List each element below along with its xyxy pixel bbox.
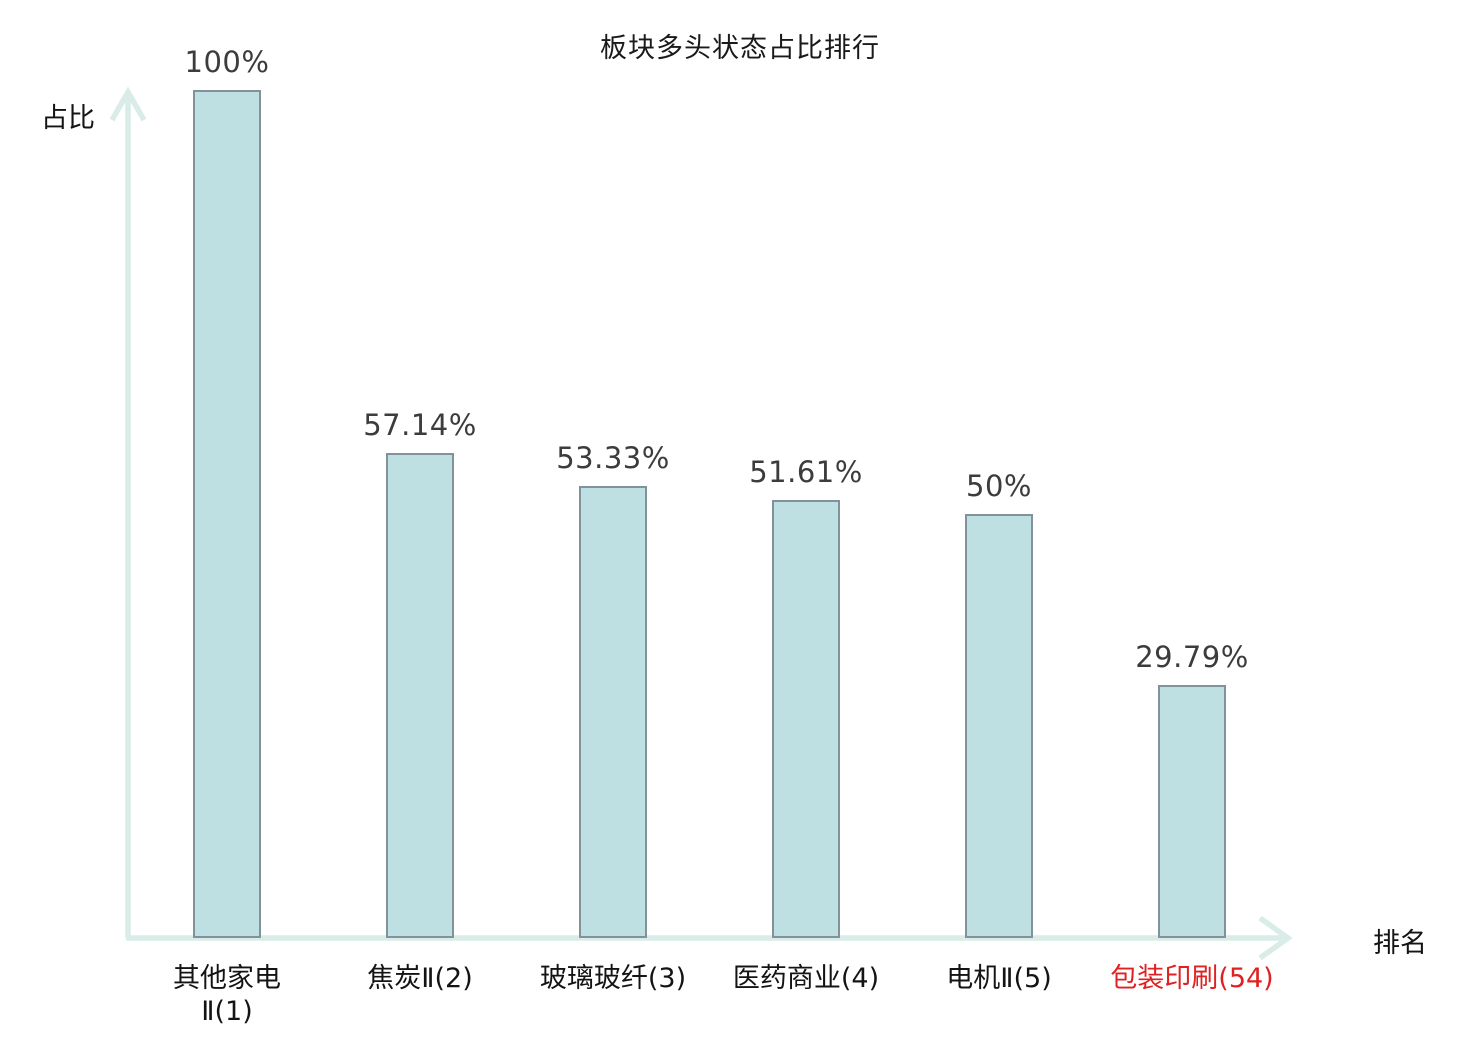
x-axis-label: 排名 [1373, 928, 1427, 959]
bar [579, 485, 647, 938]
bar-value-label: 51.61% [749, 455, 863, 490]
bar-category-label: 医药商业(4) [732, 963, 880, 994]
bar-value-label: 57.14% [363, 408, 477, 443]
bar-category-label: 玻璃玻纤(3) [539, 963, 687, 994]
bar [193, 90, 261, 938]
bar-value-label: 100% [184, 45, 270, 79]
bar [965, 514, 1033, 938]
bar-category-label: 电机Ⅱ(5) [946, 963, 1052, 994]
bar [386, 453, 454, 938]
bar-category-label: 包装印刷(54) [1110, 963, 1274, 994]
bar-value-label: 50% [966, 469, 1032, 503]
chart-title: 板块多头状态占比排行 [600, 33, 880, 64]
bar-category-label: 焦炭Ⅱ(2) [367, 963, 473, 994]
bar-value-label: 53.33% [556, 440, 670, 475]
x-axis-arrow-icon [1258, 915, 1293, 961]
y-axis-label: 占比 [41, 103, 95, 134]
y-axis-arrow-icon [109, 86, 147, 122]
bar [1158, 685, 1226, 938]
bar [772, 500, 840, 938]
bar-category-label: 其他家电 Ⅱ(1) [173, 963, 281, 1027]
bar-value-label: 29.79% [1135, 640, 1249, 675]
